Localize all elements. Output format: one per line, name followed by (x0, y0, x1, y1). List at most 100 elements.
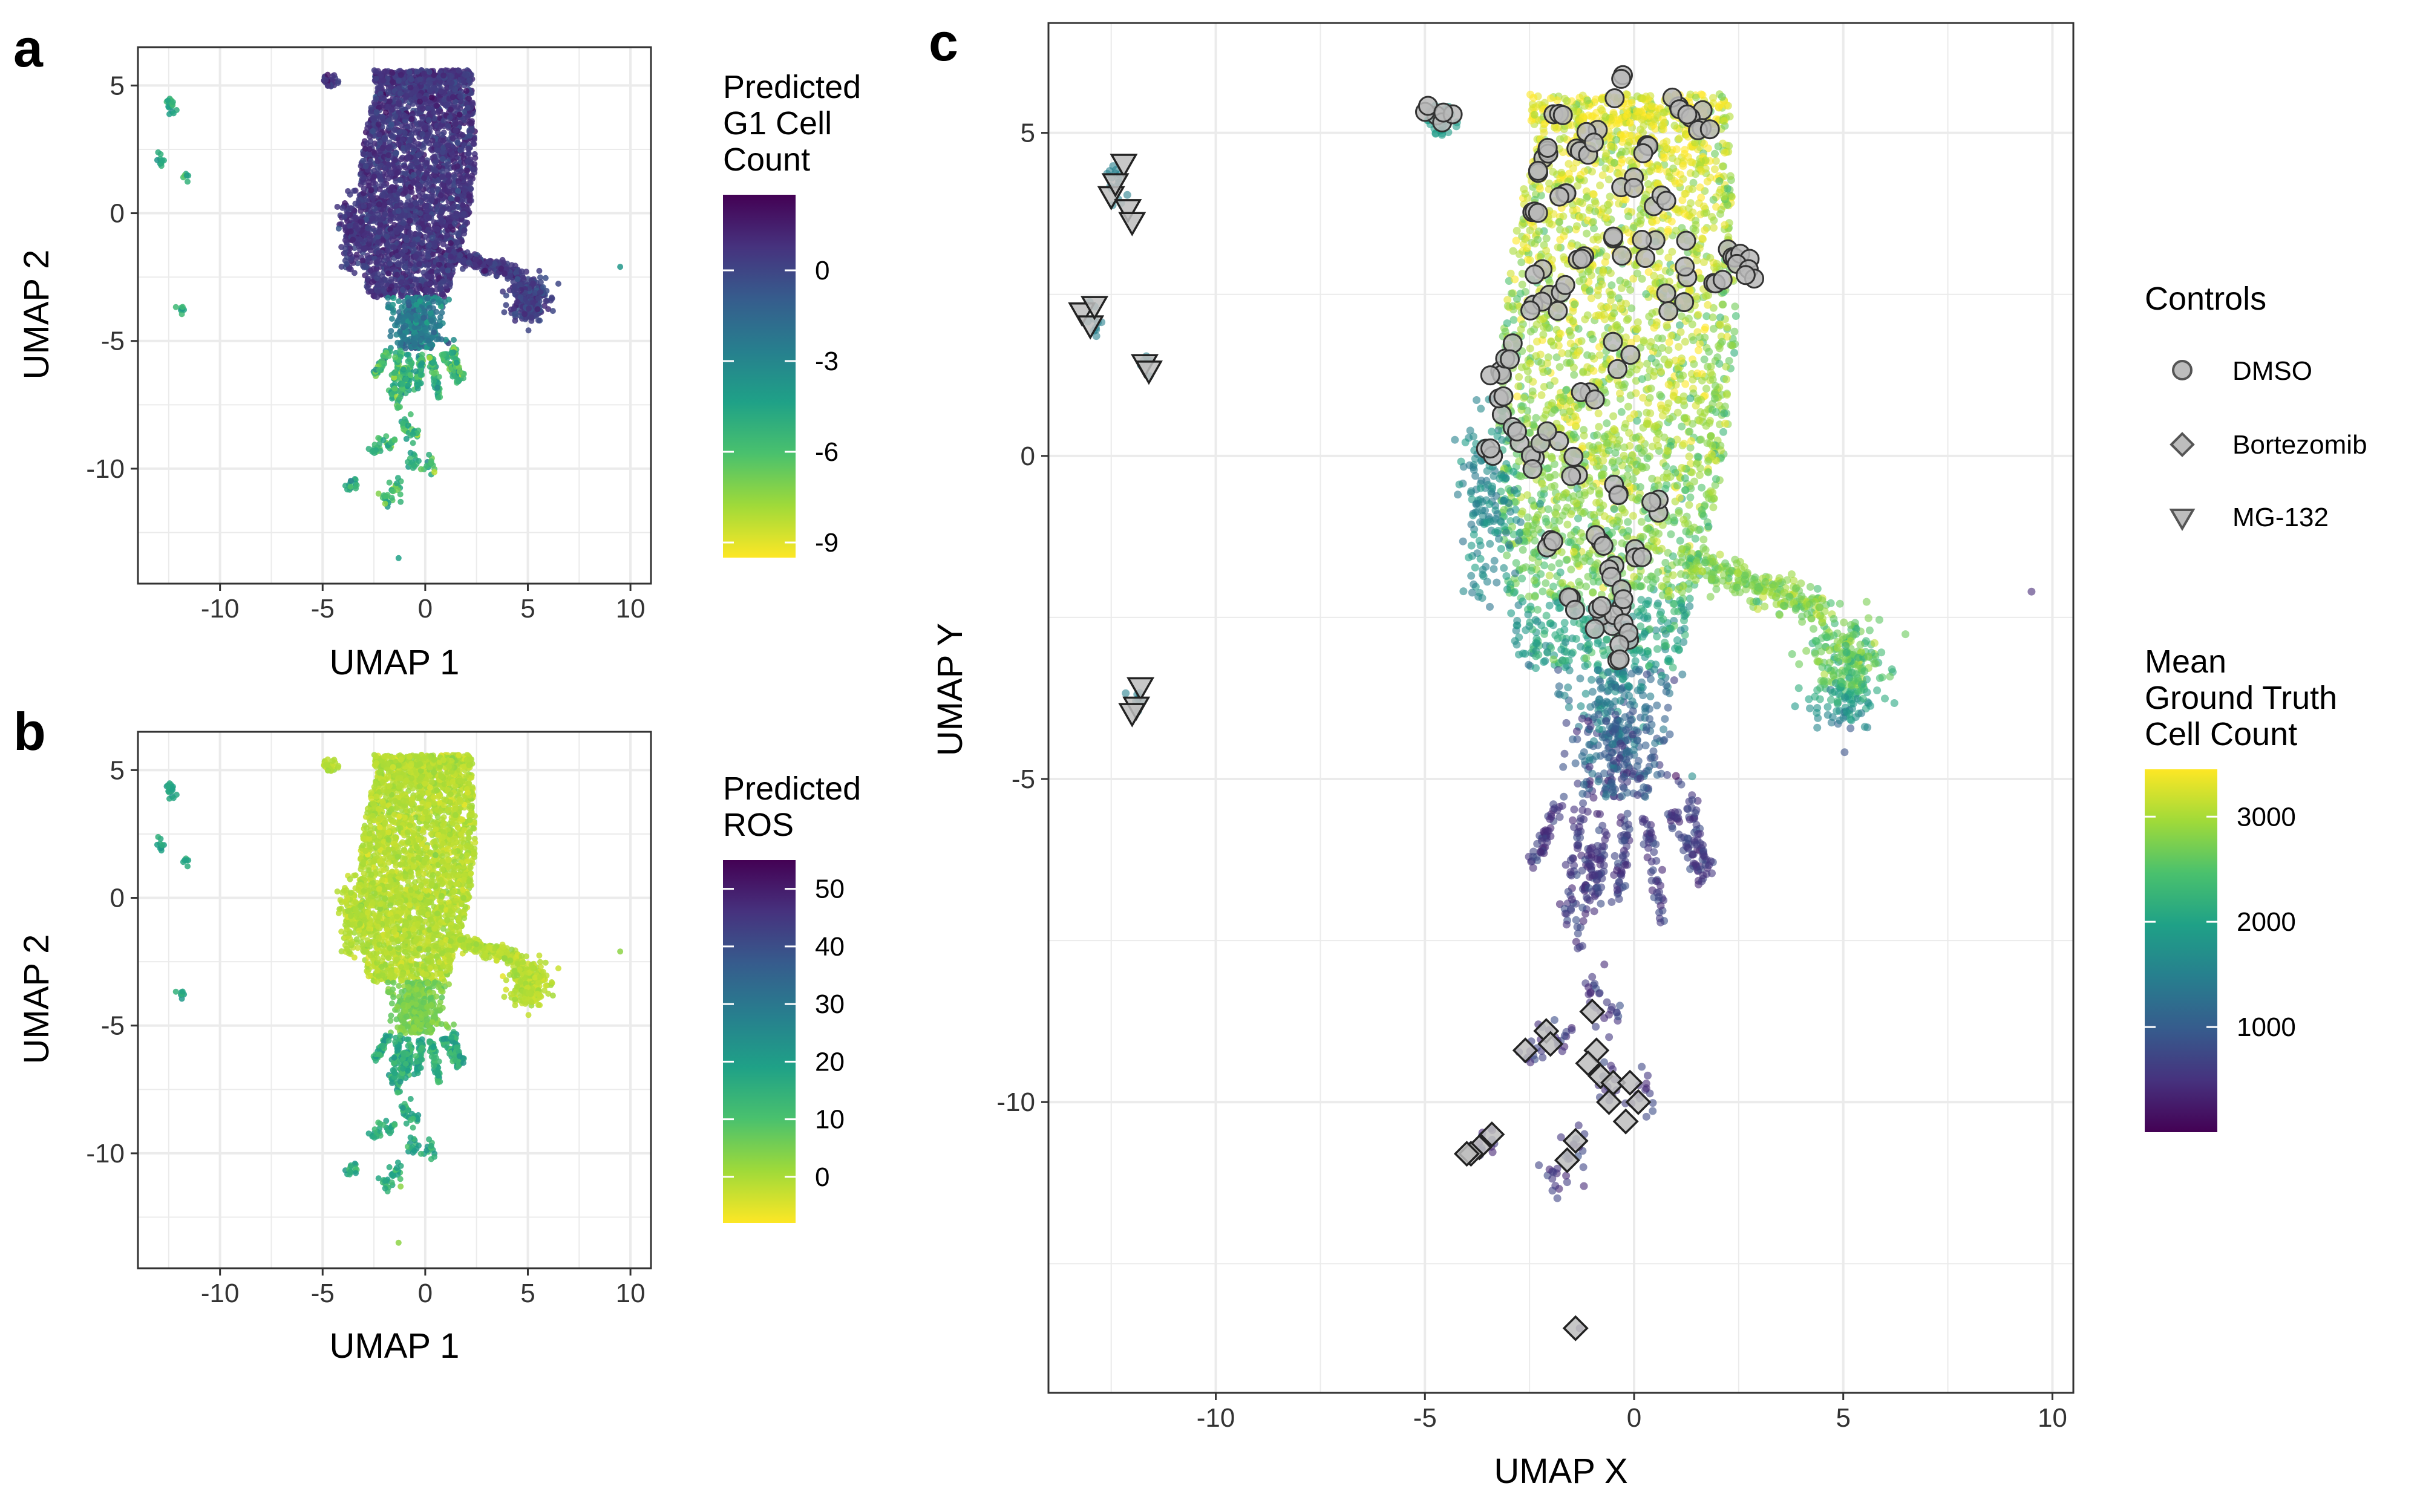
panel-a-point (503, 302, 509, 308)
panel-a-point (365, 183, 371, 189)
panel-a-point (470, 166, 477, 173)
panel-a-point (384, 247, 391, 254)
panel-a-point (500, 288, 506, 295)
panel-a-point (422, 96, 428, 102)
panel-a-point (450, 204, 457, 210)
panel-a-point (368, 105, 374, 111)
panel-a-point (395, 259, 402, 266)
panel-a-point (425, 214, 432, 221)
panel-a-point (517, 294, 524, 301)
panel-a-point (447, 253, 454, 260)
panel-a-point (463, 88, 470, 94)
panel-a-point (440, 351, 447, 357)
panel-a-point (393, 480, 400, 487)
panel-a-point (364, 140, 370, 147)
panel-a-point (466, 77, 473, 84)
panel-a-point (377, 217, 384, 223)
panel-a-point (453, 213, 459, 220)
panel-a-point (413, 200, 419, 206)
panel-a-point (410, 431, 416, 437)
panel-a-point (482, 267, 488, 274)
panel-a-point (427, 310, 434, 316)
panel-a-point (353, 214, 359, 221)
panel-a-point (460, 79, 467, 85)
panel-a-point (415, 185, 422, 192)
panel-a-legend: Predicted G1 Cell Count 0-3-6-9 (723, 69, 861, 558)
panel-a-point (394, 229, 401, 235)
panel-a-point (453, 359, 460, 366)
panel-a-point (410, 440, 416, 446)
panel-a-point (416, 458, 422, 464)
panel-a-y-axis-title: UMAP 2 (17, 250, 56, 380)
panel-a-point (381, 68, 388, 75)
panel-a-point (434, 226, 440, 232)
panel-a-y-tick-label: 0 (110, 199, 125, 229)
panel-a-point (543, 298, 549, 304)
panel-a-x-tick-label: 5 (520, 594, 535, 624)
panel-a-point (454, 240, 460, 246)
panel-a-legend-title-1: Predicted (723, 69, 861, 105)
panel-a-point (430, 359, 437, 365)
panel-a-point (436, 108, 442, 114)
panel-a-point (434, 102, 440, 109)
panel-a-point (425, 248, 431, 255)
panel-a-point (404, 328, 410, 335)
panel-a-point (405, 299, 412, 305)
panel-a-point (382, 493, 389, 500)
panel-a-point (373, 68, 379, 75)
panel-a-point (408, 116, 415, 122)
panel-a-point (439, 181, 445, 188)
panel-a-point (402, 247, 408, 253)
panel-a-point (403, 279, 410, 286)
panel-a-point (388, 121, 395, 128)
panel-a-point (404, 145, 411, 151)
panel-a-point (373, 75, 380, 82)
panel-a-point (446, 79, 453, 85)
panel-a-point (389, 70, 396, 76)
panel-a-point (425, 253, 431, 260)
panel-a-point (360, 262, 367, 269)
panel-a-point (417, 362, 424, 368)
panel-a-point (402, 264, 408, 270)
panel-a-point (448, 195, 454, 201)
panel-a-point (448, 240, 454, 246)
panel-a-point (399, 420, 406, 426)
panel-a-point (394, 319, 401, 325)
panel-a-point (397, 347, 404, 354)
panel-a-point (416, 93, 423, 99)
panel-a-point (400, 366, 407, 373)
panel-a-point (364, 125, 371, 131)
panel-a-point (428, 197, 435, 204)
panel-a-point (352, 222, 359, 229)
panel-a-point (395, 77, 402, 84)
panel-a-point (425, 131, 431, 138)
panel-a-point (530, 281, 536, 287)
panel-a-point (347, 250, 353, 257)
panel-a-point (334, 204, 341, 210)
panel-a-point (450, 187, 456, 194)
panel-a-point (439, 149, 446, 155)
panel-a-point (502, 270, 508, 277)
panel-a-point (397, 491, 404, 498)
panel-a-point (353, 252, 360, 258)
panel-a-point (159, 157, 165, 164)
panel-a-point (428, 458, 434, 464)
panel-a-point (423, 203, 430, 209)
panel-a-point (413, 253, 419, 259)
panel-a-point (362, 163, 369, 169)
panel-a-point (461, 230, 468, 237)
panel-a-point (390, 488, 396, 495)
panel-a-point (365, 275, 371, 282)
panel-a-point (466, 259, 472, 266)
panel-a-point (367, 267, 374, 274)
panel-a-point (335, 225, 342, 232)
panel-a-point (466, 252, 473, 259)
panel-a-point (429, 137, 436, 144)
panel-a-point (397, 202, 404, 209)
panel-a-point (446, 114, 453, 121)
panel-a-point (356, 243, 362, 249)
panel-a-point (436, 237, 443, 244)
panel-a-point (410, 100, 416, 107)
panel-a-point (451, 165, 457, 171)
panel-a-point (464, 174, 470, 180)
